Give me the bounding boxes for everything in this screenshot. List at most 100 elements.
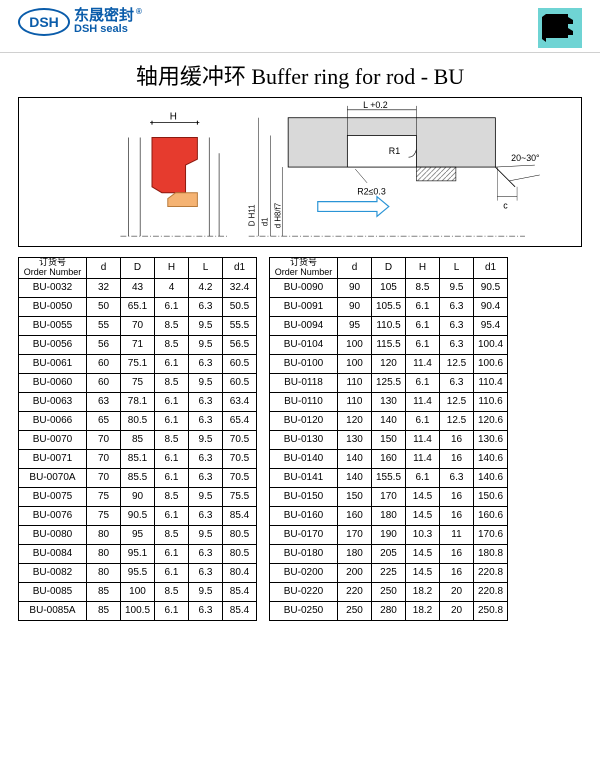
table-cell: 60.5 <box>223 373 257 392</box>
table-cell: 70.5 <box>223 468 257 487</box>
brand-logo: DSH 东晟密封® DSH seals <box>18 8 142 36</box>
table-cell: 180 <box>372 506 406 525</box>
table-cell: 16 <box>440 430 474 449</box>
table-cell: 225 <box>372 563 406 582</box>
table-cell: 6.3 <box>189 563 223 582</box>
logo-cn: 东晟密封® <box>74 8 142 24</box>
table-cell: 100 <box>338 354 372 373</box>
table-cell: 70 <box>87 430 121 449</box>
table-cell: 115.5 <box>372 335 406 354</box>
table-cell: 100.5 <box>121 601 155 620</box>
table-cell: 150.6 <box>474 487 508 506</box>
table-cell: BU-0056 <box>19 335 87 354</box>
table-row: BU-01201201406.112.5120.6 <box>270 411 508 430</box>
page-title: 轴用缓冲环 Buffer ring for rod - BU <box>0 53 600 97</box>
table-cell: 10.3 <box>406 525 440 544</box>
table-row: BU-00828095.56.16.380.4 <box>19 563 257 582</box>
table-cell: 160.6 <box>474 506 508 525</box>
table-cell: 6.3 <box>189 297 223 316</box>
table-cell: 75.5 <box>223 487 257 506</box>
table-cell: 95.5 <box>121 563 155 582</box>
table-cell: 70 <box>87 468 121 487</box>
table-cell: 90.4 <box>474 297 508 316</box>
table-cell: BU-0110 <box>270 392 338 411</box>
table-cell: 11.4 <box>406 449 440 468</box>
table-cell: 85.1 <box>121 449 155 468</box>
table-cell: 150 <box>338 487 372 506</box>
table-cell: 11 <box>440 525 474 544</box>
table-cell: 95.4 <box>474 316 508 335</box>
table-cell: 14.5 <box>406 487 440 506</box>
table-cell: 170.6 <box>474 525 508 544</box>
table-cell: 75 <box>87 506 121 525</box>
table-cell: BU-0084 <box>19 544 87 563</box>
table-cell: 160 <box>338 506 372 525</box>
table-cell: 90 <box>338 278 372 297</box>
table-cell: 220.8 <box>474 563 508 582</box>
table-cell: 6.3 <box>189 411 223 430</box>
table-cell: 110 <box>338 392 372 411</box>
table-cell: 250 <box>372 582 406 601</box>
table-cell: 90.5 <box>474 278 508 297</box>
table-cell: 95 <box>338 316 372 335</box>
table-cell: 85.4 <box>223 506 257 525</box>
table-cell: 6.1 <box>155 449 189 468</box>
table-cell: 140.6 <box>474 468 508 487</box>
col-H: H <box>406 258 440 279</box>
table-cell: 140 <box>338 468 372 487</box>
table-cell: BU-0200 <box>270 563 338 582</box>
table-cell: 6.1 <box>406 411 440 430</box>
table-cell: BU-0071 <box>19 449 87 468</box>
table-cell: 14.5 <box>406 506 440 525</box>
table-cell: 250.8 <box>474 601 508 620</box>
table-cell: 55.5 <box>223 316 257 335</box>
table-cell: 9.5 <box>189 430 223 449</box>
table-cell: 220.8 <box>474 582 508 601</box>
table-cell: 100.4 <box>474 335 508 354</box>
table-cell: 120.6 <box>474 411 508 430</box>
table-cell: 110.6 <box>474 392 508 411</box>
table-cell: 90 <box>338 297 372 316</box>
table-cell: 43 <box>121 278 155 297</box>
col-D: D <box>372 258 406 279</box>
table-cell: 280 <box>372 601 406 620</box>
table-cell: 95 <box>121 525 155 544</box>
table-cell: 6.1 <box>406 335 440 354</box>
table-row: BU-015015017014.516150.6 <box>270 487 508 506</box>
table-cell: 170 <box>338 525 372 544</box>
logo-text: 东晟密封® DSH seals <box>74 8 142 35</box>
table-cell: BU-0032 <box>19 278 87 297</box>
table-cell: 6.1 <box>155 392 189 411</box>
table-cell: 8.5 <box>155 582 189 601</box>
table-cell: 85.4 <box>223 601 257 620</box>
table-cell: 85.5 <box>121 468 155 487</box>
table-cell: 130.6 <box>474 430 508 449</box>
table-cell: 9.5 <box>189 487 223 506</box>
table-cell: 85.4 <box>223 582 257 601</box>
table-cell: 80.5 <box>223 544 257 563</box>
table-cell: BU-0160 <box>270 506 338 525</box>
table-row: BU-014014016011.416140.6 <box>270 449 508 468</box>
table-cell: 180.8 <box>474 544 508 563</box>
col-D: D <box>121 258 155 279</box>
table-cell: 90.5 <box>121 506 155 525</box>
table-cell: 6.3 <box>440 316 474 335</box>
table-cell: 9.5 <box>189 525 223 544</box>
table-cell: 6.1 <box>406 316 440 335</box>
table-row: BU-00666580.56.16.365.4 <box>19 411 257 430</box>
table-cell: 120 <box>372 354 406 373</box>
table-cell: 140 <box>338 449 372 468</box>
table-cell: 8.5 <box>155 373 189 392</box>
table-cell: 9.5 <box>189 335 223 354</box>
table-cell: 6.1 <box>155 297 189 316</box>
table-cell: 6.1 <box>155 544 189 563</box>
table-cell: 8.5 <box>155 316 189 335</box>
table-cell: 12.5 <box>440 354 474 373</box>
table-cell: 16 <box>440 506 474 525</box>
table-row: BU-005555708.59.555.5 <box>19 316 257 335</box>
label-H: H <box>170 112 177 123</box>
table-cell: BU-0050 <box>19 297 87 316</box>
table-cell: BU-0061 <box>19 354 87 373</box>
table-cell: 205 <box>372 544 406 563</box>
table-cell: 90 <box>121 487 155 506</box>
